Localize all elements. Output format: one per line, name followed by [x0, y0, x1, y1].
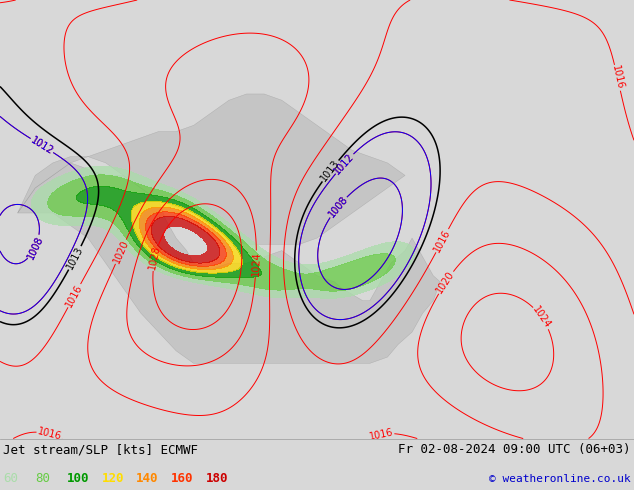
Text: 1013: 1013	[319, 158, 342, 184]
Text: 100: 100	[67, 472, 89, 485]
Text: 1008: 1008	[327, 195, 349, 220]
Text: 1012: 1012	[29, 135, 55, 156]
Text: 60: 60	[3, 472, 18, 485]
Polygon shape	[18, 163, 440, 364]
Text: 1016: 1016	[64, 283, 84, 309]
Text: 160: 160	[171, 472, 193, 485]
Text: 1012: 1012	[332, 151, 356, 176]
Text: Fr 02-08-2024 09:00 UTC (06+03): Fr 02-08-2024 09:00 UTC (06+03)	[398, 443, 631, 456]
Text: 1012: 1012	[332, 151, 356, 176]
Text: 1016: 1016	[610, 65, 625, 91]
Text: 1028: 1028	[148, 245, 162, 271]
Text: 1020: 1020	[435, 270, 456, 295]
Text: Jet stream/SLP [kts] ECMWF: Jet stream/SLP [kts] ECMWF	[3, 443, 198, 456]
Text: 80: 80	[35, 472, 50, 485]
Text: 1016: 1016	[432, 227, 453, 254]
Text: 180: 180	[206, 472, 228, 485]
Polygon shape	[18, 94, 405, 245]
Text: 1020: 1020	[112, 239, 131, 265]
Text: 1016: 1016	[368, 427, 394, 441]
Text: 1013: 1013	[65, 245, 85, 271]
Text: 1024: 1024	[250, 251, 262, 276]
Text: 1008: 1008	[25, 234, 45, 261]
Text: 1008: 1008	[25, 234, 45, 261]
Text: © weatheronline.co.uk: © weatheronline.co.uk	[489, 474, 631, 484]
Text: 1008: 1008	[327, 195, 349, 220]
Text: 1012: 1012	[29, 135, 55, 156]
Text: 1024: 1024	[531, 305, 553, 331]
Text: 120: 120	[101, 472, 124, 485]
Text: 140: 140	[136, 472, 158, 485]
Text: 1016: 1016	[37, 426, 63, 442]
